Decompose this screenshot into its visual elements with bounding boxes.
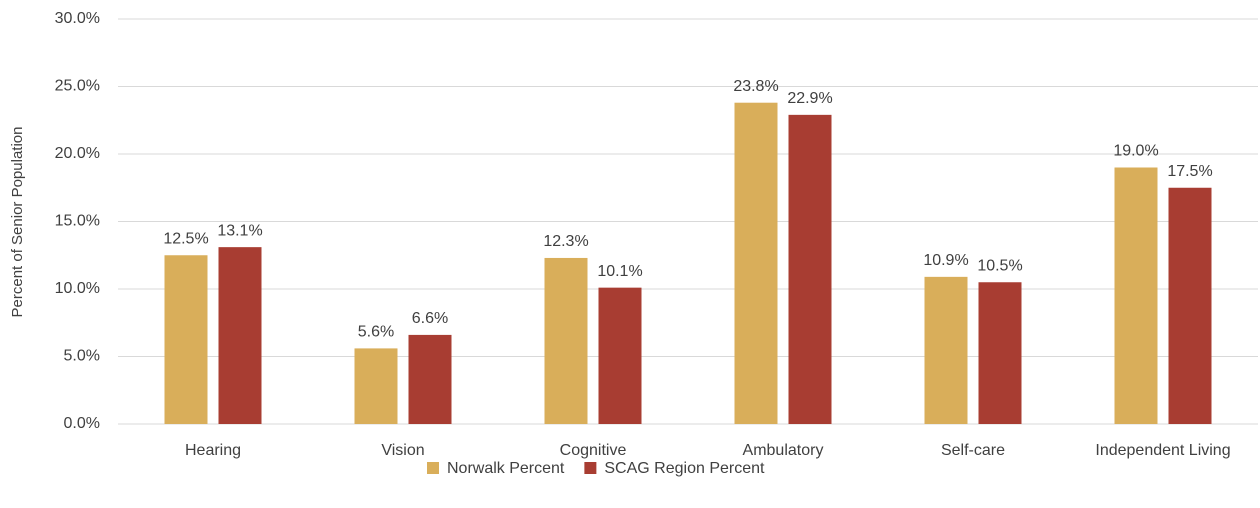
bar [408, 334, 452, 424]
data-label: 23.8% [733, 78, 778, 95]
data-label: 12.3% [543, 233, 588, 250]
bar [924, 276, 968, 424]
data-label: 13.1% [217, 222, 262, 239]
legend-label: Norwalk Percent [447, 460, 565, 477]
bar [1114, 167, 1158, 424]
bar [1168, 187, 1212, 424]
y-axis-label: Percent of Senior Population [9, 127, 26, 318]
x-tick-label: Independent Living [1095, 442, 1230, 459]
x-tick-label: Vision [381, 442, 424, 459]
bar [354, 348, 398, 424]
x-tick-label: Ambulatory [743, 442, 824, 459]
data-label: 10.9% [923, 252, 968, 269]
data-label: 17.5% [1167, 163, 1212, 180]
legend-swatch [427, 462, 439, 474]
y-tick-label: 0.0% [64, 415, 100, 432]
bar [598, 287, 642, 424]
y-tick-label: 25.0% [55, 78, 100, 95]
data-label: 19.0% [1113, 143, 1158, 160]
data-label: 10.1% [597, 263, 642, 280]
data-label: 6.6% [412, 310, 448, 327]
bar [544, 257, 588, 424]
bar [164, 255, 208, 424]
y-tick-label: 30.0% [55, 10, 100, 27]
bar [978, 282, 1022, 424]
x-tick-label: Hearing [185, 442, 241, 459]
data-label: 12.5% [163, 230, 208, 247]
y-tick-label: 5.0% [64, 348, 100, 365]
legend-label: SCAG Region Percent [604, 460, 765, 477]
y-tick-label: 15.0% [55, 213, 100, 230]
legend-swatch [584, 462, 597, 474]
data-label: 10.5% [977, 257, 1022, 274]
bar [218, 247, 262, 424]
data-label: 5.6% [358, 324, 394, 341]
x-tick-label: Cognitive [560, 442, 627, 459]
data-label: 22.9% [787, 90, 832, 107]
y-tick-label: 10.0% [55, 280, 100, 297]
bar [734, 102, 778, 424]
bar [788, 114, 832, 424]
x-tick-label: Self-care [941, 442, 1005, 459]
y-tick-label: 20.0% [55, 145, 100, 162]
